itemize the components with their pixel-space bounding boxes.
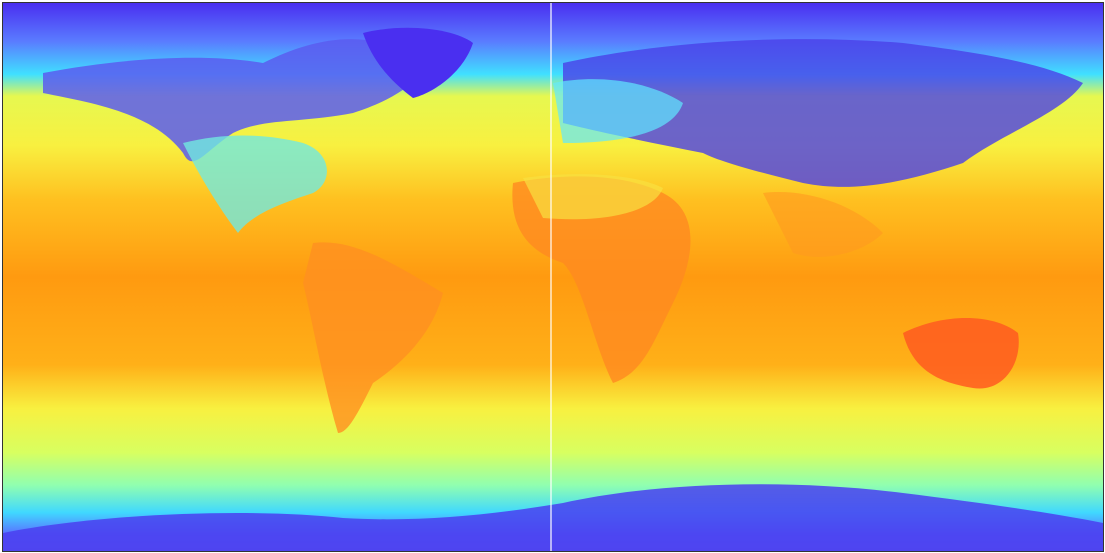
sahara (523, 174, 663, 220)
north-america-mid (183, 135, 327, 233)
heatmap-canvas (3, 3, 1103, 551)
india-se-asia (763, 192, 883, 257)
south-america (303, 242, 443, 433)
africa (512, 176, 691, 383)
greenland (363, 27, 473, 98)
north-america-arctic (43, 39, 423, 162)
eurasia (563, 39, 1083, 187)
antarctica (3, 484, 1103, 551)
europe-west (553, 79, 683, 143)
australia (903, 318, 1019, 389)
